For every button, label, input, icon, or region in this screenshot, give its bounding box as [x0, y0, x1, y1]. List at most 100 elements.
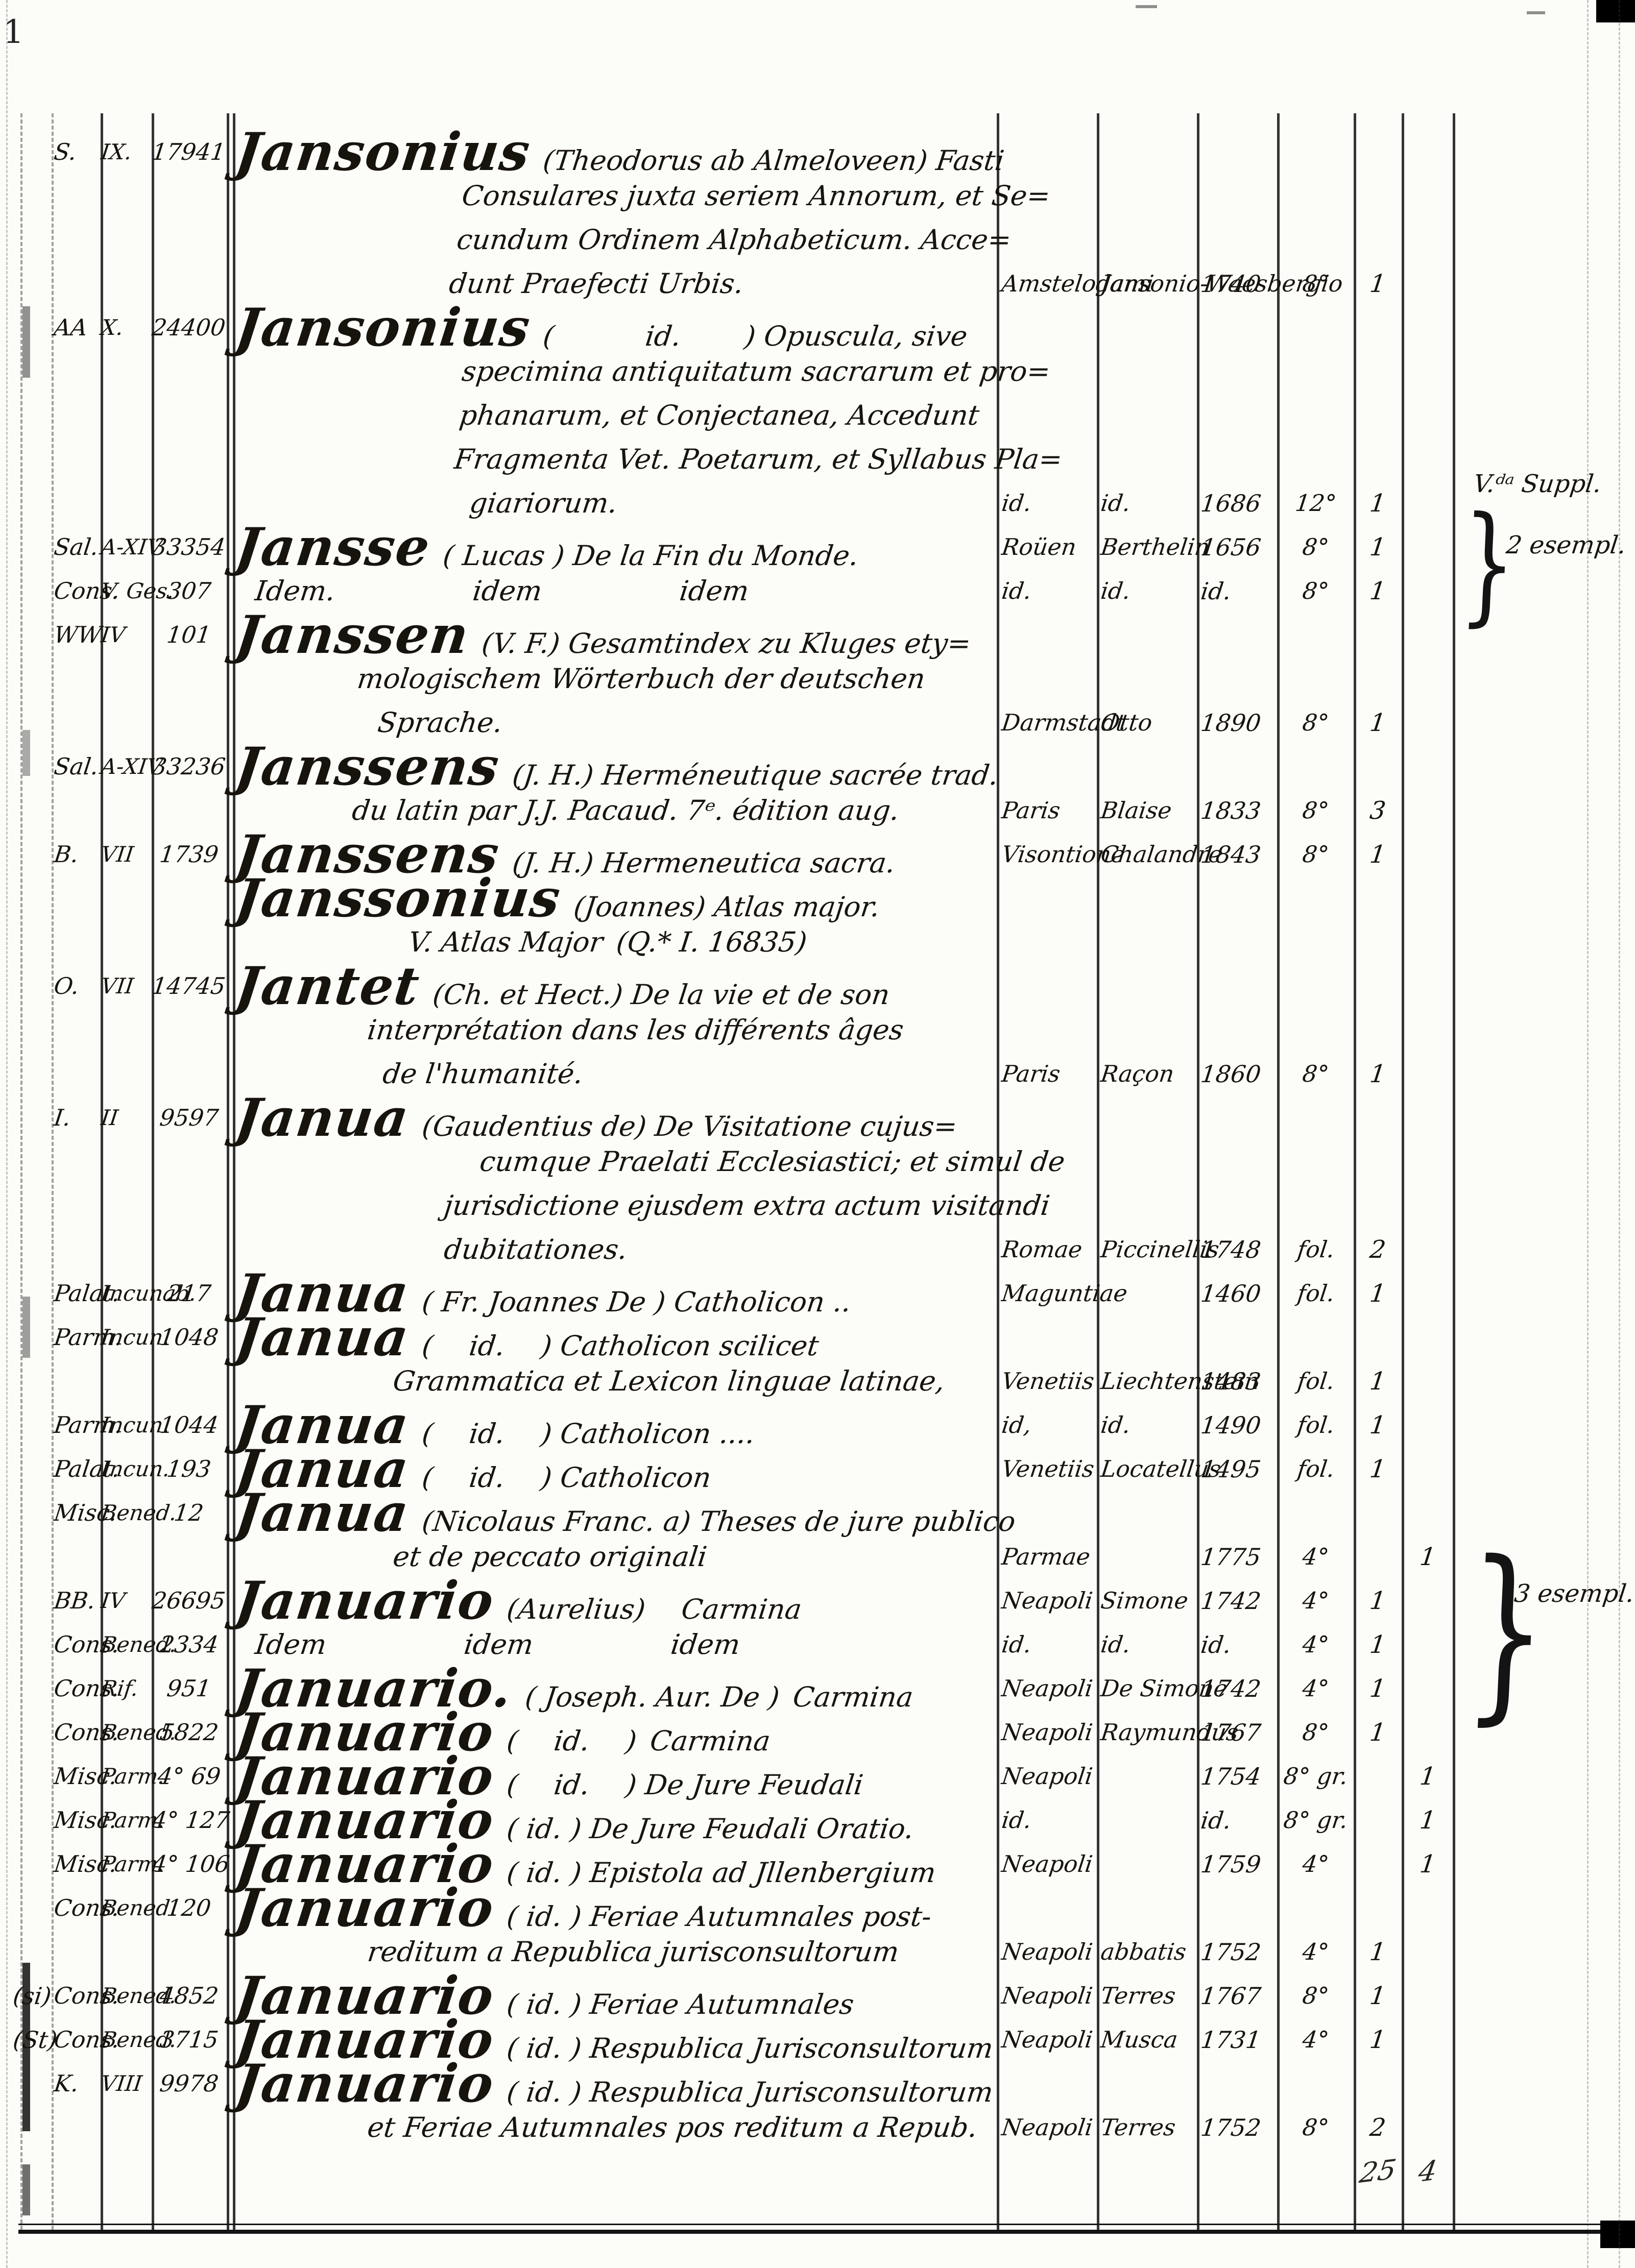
- imprint-place-text: Venetiis: [1000, 1455, 1096, 1482]
- title-text: giariorum.: [468, 487, 619, 519]
- shelf-series-text: II: [100, 1105, 120, 1130]
- column-rule: [1354, 113, 1356, 2230]
- copies-count: 1: [1355, 262, 1401, 306]
- title-text: Fragmenta Vet. Poetarum, et Syllabus Pla…: [452, 443, 1064, 475]
- shelf-library: Palat.: [53, 1447, 122, 1491]
- imprint-format: 8°: [1280, 1974, 1352, 2018]
- imprint-place-text: id.: [1000, 577, 1033, 604]
- imprint-publisher-text: Berthelin: [1099, 533, 1212, 560]
- imprint-place: Venetiis: [1000, 1359, 1096, 1403]
- shelf-series: Parm.: [100, 1798, 166, 1842]
- copies-count-text: 1: [1368, 533, 1387, 562]
- imprint-place: Neapoli: [1000, 1930, 1096, 1974]
- catalog-row: Sal. A-XIV 33354 Jansse( Lucas ) De la Fin …: [0, 517, 1635, 578]
- margin-annotation-text: (si): [11, 1982, 53, 2010]
- imprint-format-text: fol.: [1295, 1368, 1336, 1395]
- title-text: phanarum, et Conjectanea, Accedunt: [458, 399, 981, 431]
- imprint-publisher-text: id.: [1099, 1411, 1132, 1438]
- copies-count: 1: [1355, 1711, 1401, 1754]
- title-text: cundum Ordinem Alphabeticum. Acce=: [455, 224, 1014, 256]
- shelf-library: Cons.: [53, 1667, 121, 1711]
- shelf-number: 3715: [152, 2018, 226, 2062]
- imprint-publisher: Terres: [1099, 2106, 1196, 2150]
- copies-count: 1: [1355, 1930, 1401, 1974]
- author-name: Janua: [232, 1087, 413, 1149]
- author-name: Jantet: [232, 956, 424, 1017]
- imprint-year: 1742: [1199, 1667, 1276, 1711]
- imprint-place: Neapoli: [1000, 1974, 1096, 2018]
- shelf-number-text: 33354: [151, 533, 227, 560]
- imprint-year-text: 1754: [1199, 1763, 1263, 1790]
- imprint-year-text: 1752: [1199, 2114, 1263, 2141]
- imprint-place: Parmae: [1000, 1535, 1096, 1579]
- imprint-year-text: 1686: [1199, 490, 1263, 517]
- shelf-library: O.: [53, 964, 99, 1008]
- shelf-library-text: S.: [52, 138, 78, 165]
- shelf-library: Sal.: [53, 525, 100, 569]
- imprint-place-text: Venetiis: [1000, 1368, 1096, 1395]
- imprint-format: fol.: [1280, 1359, 1352, 1403]
- imprint-place: Paris: [1000, 789, 1096, 833]
- copies-count-secondary-text: 4: [1416, 2154, 1439, 2188]
- bottom-border-line: [18, 2230, 1600, 2234]
- copies-count-text: 1: [1368, 1279, 1387, 1308]
- imprint-place-text: Neapoli: [1000, 1938, 1094, 1965]
- shelf-series: IX.: [100, 130, 151, 174]
- catalog-row: et Feriae Autumnales pos reditum a Repub…: [0, 2106, 1635, 2150]
- catalog-row: AA X. 24400 Jansonius( id. ) Opuscula, sive: [0, 297, 1635, 358]
- entry-line: Janssen (V. F.) Gesamtindex zu Kluges ety…: [232, 604, 1063, 666]
- copies-count: 1: [1355, 481, 1401, 525]
- copies-count-text: 2: [1368, 1235, 1387, 1264]
- shelf-library: Misc.: [53, 1754, 119, 1798]
- imprint-place: Roüen: [1000, 525, 1096, 569]
- catalog-row: interprétation dans les différents âges: [0, 1008, 1635, 1052]
- copies-count: 1: [1355, 1359, 1401, 1403]
- shelf-series: IV: [100, 1579, 151, 1623]
- imprint-format-text: 4°: [1301, 2026, 1331, 2053]
- shelf-number-text: 4° 69: [156, 1763, 222, 1790]
- catalog-row: Misc. Bened. 12 Janua (Nicolaus Franc. a) Th…: [0, 1482, 1635, 1544]
- imprint-publisher-text: id.: [1099, 1631, 1132, 1658]
- shelf-number: 5822: [152, 1711, 226, 1754]
- scan-artifact: [22, 730, 30, 776]
- shelf-series: Incunab.: [100, 1272, 198, 1315]
- imprint-format: 8°: [1280, 701, 1352, 745]
- imprint-place: Neapoli: [1000, 1667, 1096, 1711]
- imprint-place: Visontione: [1000, 833, 1126, 876]
- imprint-format: 8°: [1280, 789, 1352, 833]
- entry-line: Janua( id. ) Catholicon scilicet: [232, 1307, 1063, 1368]
- imprint-year-text: 1833: [1199, 797, 1263, 824]
- shelf-number-text: 951: [165, 1675, 213, 1702]
- imprint-format: 4°: [1280, 1623, 1352, 1667]
- column-rule: [101, 113, 103, 2230]
- scan-artifact: [22, 1297, 30, 1358]
- shelf-library: Palat.: [53, 1272, 122, 1315]
- shelf-library: AA: [53, 306, 99, 350]
- imprint-format: 4°: [1280, 2018, 1352, 2062]
- shelf-library: Parm.: [53, 1315, 124, 1359]
- copies-count-secondary-text: 1: [1418, 1850, 1437, 1879]
- copies-count-text: 1: [1368, 1674, 1387, 1703]
- shelf-series: A-XIV: [100, 525, 164, 569]
- copies-count-text: 1: [1368, 1367, 1387, 1396]
- imprint-format: 8°: [1280, 525, 1352, 569]
- author-name: Jansonius: [232, 121, 534, 183]
- page-edge-line: [1587, 0, 1589, 2268]
- shelf-series-text: VII: [100, 842, 135, 867]
- shelf-library-text: K.: [52, 2070, 81, 2097]
- copies-count-text: 1: [1368, 489, 1387, 518]
- entry-line: phanarum, et Conjectanea, Accedunt: [236, 394, 1063, 437]
- imprint-place: Darmstadt: [1000, 701, 1127, 745]
- imprint-place-text: Maguntiae: [1000, 1280, 1129, 1307]
- copies-count: 1: [1355, 833, 1401, 876]
- imprint-place-text: id.: [1000, 1631, 1033, 1658]
- entry-line: jurisdictione ejusdem extra actum visita…: [236, 1184, 1063, 1228]
- author-name: Janua: [232, 1307, 413, 1368]
- copies-count: 1: [1355, 1272, 1401, 1315]
- copies-count-secondary-text: 1: [1418, 1762, 1437, 1791]
- imprint-place: id.: [1000, 1798, 1096, 1842]
- imprint-year: 1490: [1199, 1403, 1276, 1447]
- shelf-number: 9978: [152, 2062, 226, 2106]
- copies-count: 1: [1355, 569, 1401, 613]
- imprint-format-text: fol.: [1295, 1411, 1336, 1438]
